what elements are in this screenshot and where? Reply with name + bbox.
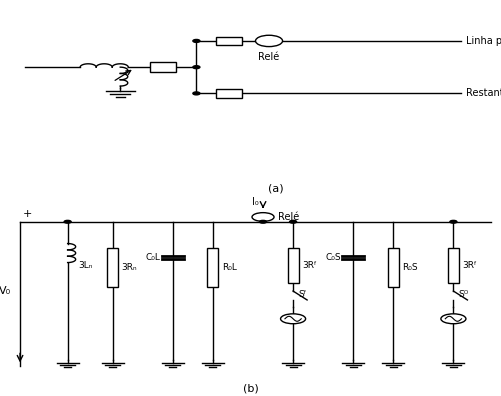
Text: R₀S: R₀S	[402, 263, 418, 272]
Text: +: +	[23, 209, 32, 219]
Text: V₀: V₀	[0, 286, 11, 296]
Circle shape	[441, 314, 466, 324]
Text: I₀: I₀	[253, 197, 259, 207]
Bar	[150, 62, 176, 72]
Circle shape	[193, 66, 200, 69]
Circle shape	[450, 220, 457, 223]
Text: 3Lₙ: 3Lₙ	[79, 261, 93, 270]
Bar	[448, 248, 459, 283]
Circle shape	[290, 220, 297, 223]
Text: (a): (a)	[268, 184, 284, 194]
Circle shape	[281, 314, 306, 324]
Text: (b): (b)	[242, 383, 259, 393]
Bar	[216, 36, 242, 45]
Text: C₀L: C₀L	[146, 253, 161, 262]
Text: Relé: Relé	[259, 52, 280, 62]
Text: Linha protegida: Linha protegida	[466, 36, 501, 46]
Text: Sᴼ: Sᴼ	[458, 289, 468, 299]
Circle shape	[64, 220, 71, 223]
Circle shape	[193, 92, 200, 95]
Text: Sᶠ: Sᶠ	[298, 289, 307, 299]
Text: R₀L: R₀L	[222, 263, 237, 272]
Circle shape	[193, 40, 200, 42]
Circle shape	[260, 220, 267, 223]
Bar	[107, 248, 118, 287]
Bar	[207, 248, 218, 287]
Text: Relé: Relé	[278, 212, 299, 222]
Text: 3Rᶠ: 3Rᶠ	[302, 261, 317, 270]
Bar	[388, 248, 399, 287]
Text: Restante do sistema: Restante do sistema	[466, 88, 501, 98]
Circle shape	[256, 35, 283, 47]
Circle shape	[252, 213, 274, 221]
Bar	[288, 248, 299, 283]
Text: 3Rᶠ: 3Rᶠ	[462, 261, 477, 270]
Text: C₀S: C₀S	[326, 253, 341, 262]
Bar	[216, 89, 242, 98]
Text: 3Rₙ: 3Rₙ	[122, 263, 137, 272]
